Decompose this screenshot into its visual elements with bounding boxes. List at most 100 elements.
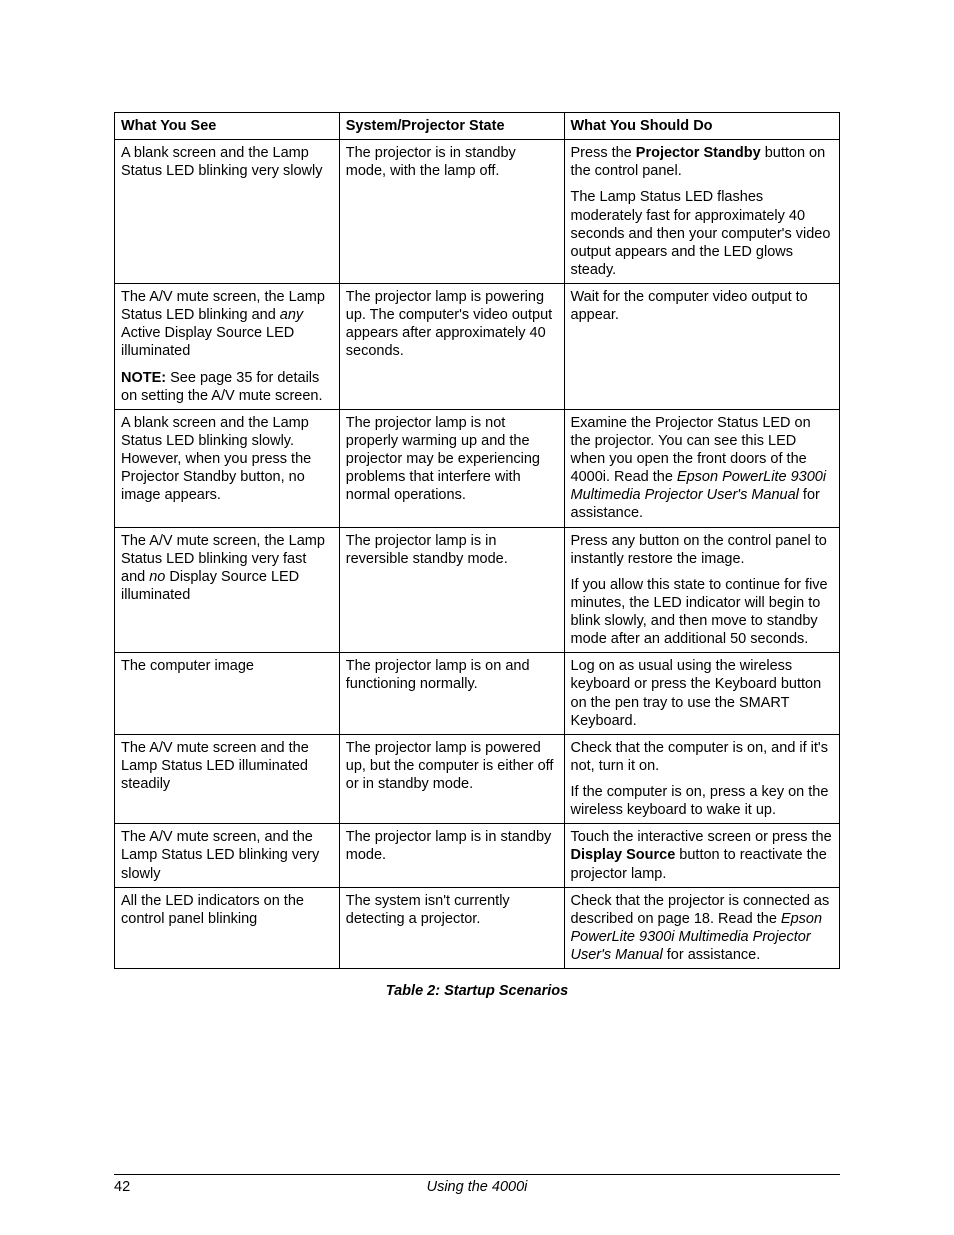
text-run: The computer image — [121, 658, 254, 674]
troubleshooting-table: What You See System/Projector State What… — [114, 112, 840, 969]
table-cell: Wait for the computer video output to ap… — [564, 284, 840, 410]
table-cell: The computer image — [115, 653, 340, 735]
cell-paragraph: The projector lamp is powering up. The c… — [346, 288, 558, 361]
table-cell: Examine the Projector Status LED on the … — [564, 409, 840, 527]
text-run: Press any button on the control panel to… — [571, 533, 827, 567]
table-cell: The projector lamp is in reversible stan… — [339, 527, 564, 653]
table-cell: A blank screen and the Lamp Status LED b… — [115, 140, 340, 284]
cell-paragraph: The projector lamp is in standby mode. — [346, 828, 558, 864]
col-header-do: What You Should Do — [564, 113, 840, 140]
col-header-see: What You See — [115, 113, 340, 140]
text-run: The projector lamp is powering up. The c… — [346, 289, 552, 359]
table-row: The computer image The projector lamp is … — [115, 653, 840, 735]
text-run: All the LED indicators on the control pa… — [121, 893, 304, 927]
cell-paragraph: The system isn't currently detecting a p… — [346, 892, 558, 928]
cell-paragraph: A blank screen and the Lamp Status LED b… — [121, 144, 333, 180]
page-number: 42 — [114, 1179, 130, 1195]
table-cell: The projector lamp is on and functioning… — [339, 653, 564, 735]
page: What You See System/Projector State What… — [0, 0, 954, 1235]
text-run: Check that the computer is on, and if it… — [571, 740, 828, 774]
text-run: for assistance. — [663, 947, 761, 963]
cell-paragraph: The projector lamp is in reversible stan… — [346, 532, 558, 568]
cell-paragraph: If the computer is on, press a key on th… — [571, 783, 834, 819]
table-row: The A/V mute screen, the Lamp Status LED… — [115, 284, 840, 410]
table-row: A blank screen and the Lamp Status LED b… — [115, 409, 840, 527]
cell-paragraph: Press any button on the control panel to… — [571, 532, 834, 568]
text-run: Log on as usual using the wireless keybo… — [571, 658, 822, 728]
text-run: The Lamp Status LED flashes moderately f… — [571, 189, 831, 278]
text-run: A blank screen and the Lamp Status LED b… — [121, 415, 311, 504]
table-row: The A/V mute screen and the Lamp Status … — [115, 734, 840, 824]
cell-paragraph: The A/V mute screen, and the Lamp Status… — [121, 828, 333, 882]
cell-paragraph: If you allow this state to continue for … — [571, 576, 834, 649]
cell-paragraph: The A/V mute screen, the Lamp Status LED… — [121, 532, 333, 605]
table-cell: The A/V mute screen, the Lamp Status LED… — [115, 284, 340, 410]
text-run: Press the — [571, 145, 636, 161]
cell-paragraph: The projector is in standby mode, with t… — [346, 144, 558, 180]
text-run: The projector lamp is not properly warmi… — [346, 415, 540, 504]
text-run: Display Source — [571, 847, 676, 863]
text-run: If the computer is on, press a key on th… — [571, 784, 829, 818]
table-cell: Log on as usual using the wireless keybo… — [564, 653, 840, 735]
table-cell: The projector lamp is in standby mode. — [339, 824, 564, 887]
cell-paragraph: The projector lamp is not properly warmi… — [346, 414, 558, 505]
table-header-row: What You See System/Projector State What… — [115, 113, 840, 140]
table-cell: The projector lamp is powered up, but th… — [339, 734, 564, 824]
table-row: The A/V mute screen, the Lamp Status LED… — [115, 527, 840, 653]
text-run: The projector lamp is in reversible stan… — [346, 533, 508, 567]
table-cell: Touch the interactive screen or press th… — [564, 824, 840, 887]
cell-paragraph: NOTE: See page 35 for details on setting… — [121, 369, 333, 405]
table-row: A blank screen and the Lamp Status LED b… — [115, 140, 840, 284]
cell-paragraph: The Lamp Status LED flashes moderately f… — [571, 188, 834, 279]
text-run: The system isn't currently detecting a p… — [346, 893, 510, 927]
table-cell: Check that the computer is on, and if it… — [564, 734, 840, 824]
text-run: A blank screen and the Lamp Status LED b… — [121, 145, 322, 179]
cell-paragraph: The A/V mute screen, the Lamp Status LED… — [121, 288, 333, 361]
table-cell: The projector lamp is not properly warmi… — [339, 409, 564, 527]
cell-paragraph: Press the Projector Standby button on th… — [571, 144, 834, 180]
table-cell: The A/V mute screen, and the Lamp Status… — [115, 824, 340, 887]
text-run: Projector Standby — [636, 145, 761, 161]
table-cell: The projector is in standby mode, with t… — [339, 140, 564, 284]
table-cell: Press the Projector Standby button on th… — [564, 140, 840, 284]
col-header-state: System/Projector State — [339, 113, 564, 140]
text-run: The projector is in standby mode, with t… — [346, 145, 516, 179]
cell-paragraph: A blank screen and the Lamp Status LED b… — [121, 414, 333, 505]
text-run: The projector lamp is on and functioning… — [346, 658, 530, 692]
table-cell: Check that the projector is connected as… — [564, 887, 840, 969]
table-cell: A blank screen and the Lamp Status LED b… — [115, 409, 340, 527]
cell-paragraph: Check that the projector is connected as… — [571, 892, 834, 965]
cell-paragraph: The projector lamp is powered up, but th… — [346, 739, 558, 793]
text-run: The A/V mute screen, and the Lamp Status… — [121, 829, 319, 881]
cell-paragraph: The A/V mute screen and the Lamp Status … — [121, 739, 333, 793]
table-cell: Press any button on the control panel to… — [564, 527, 840, 653]
cell-paragraph: All the LED indicators on the control pa… — [121, 892, 333, 928]
page-footer: 42 Using the 4000i — [114, 1174, 840, 1195]
table-cell: The A/V mute screen and the Lamp Status … — [115, 734, 340, 824]
table-cell: The A/V mute screen, the Lamp Status LED… — [115, 527, 340, 653]
cell-paragraph: Wait for the computer video output to ap… — [571, 288, 834, 324]
text-run: The projector lamp is powered up, but th… — [346, 740, 554, 792]
table-cell: All the LED indicators on the control pa… — [115, 887, 340, 969]
text-run: Active Display Source LED illuminated — [121, 325, 294, 359]
text-run: no — [149, 569, 165, 585]
cell-paragraph: Check that the computer is on, and if it… — [571, 739, 834, 775]
table-row: All the LED indicators on the control pa… — [115, 887, 840, 969]
footer-title: Using the 4000i — [427, 1179, 528, 1195]
table-caption: Table 2: Startup Scenarios — [114, 983, 840, 999]
table-cell: The projector lamp is powering up. The c… — [339, 284, 564, 410]
cell-paragraph: Examine the Projector Status LED on the … — [571, 414, 834, 523]
text-run: Wait for the computer video output to ap… — [571, 289, 808, 323]
table-row: The A/V mute screen, and the Lamp Status… — [115, 824, 840, 887]
text-run: NOTE: — [121, 370, 166, 386]
text-run: If you allow this state to continue for … — [571, 577, 828, 647]
cell-paragraph: Touch the interactive screen or press th… — [571, 828, 834, 882]
text-run: The projector lamp is in standby mode. — [346, 829, 552, 863]
text-run: The A/V mute screen and the Lamp Status … — [121, 740, 309, 792]
cell-paragraph: Log on as usual using the wireless keybo… — [571, 657, 834, 730]
cell-paragraph: The computer image — [121, 657, 333, 675]
table-cell: The system isn't currently detecting a p… — [339, 887, 564, 969]
text-run: Touch the interactive screen or press th… — [571, 829, 832, 845]
cell-paragraph: The projector lamp is on and functioning… — [346, 657, 558, 693]
text-run: any — [280, 307, 303, 323]
